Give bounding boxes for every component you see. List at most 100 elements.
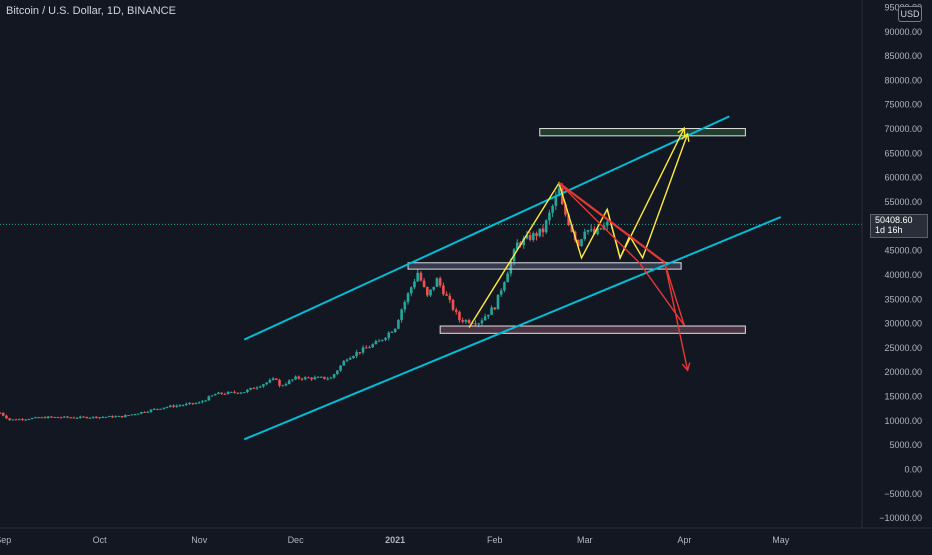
- candle-body: [307, 377, 310, 379]
- candle-body: [406, 293, 410, 302]
- y-tick-label: 80000.00: [884, 75, 922, 85]
- candle-body: [11, 419, 15, 421]
- candle-body: [233, 391, 236, 393]
- candle-body: [185, 403, 188, 406]
- bull_path_a-path: [468, 127, 685, 328]
- candle-body: [400, 309, 403, 321]
- candle-body: [374, 341, 378, 345]
- candle-body: [544, 220, 548, 233]
- symbol-title: Bitcoin / U.S. Dollar, 1D, BINANCE: [6, 5, 176, 17]
- candle-body: [191, 402, 195, 404]
- candle-body: [458, 311, 461, 321]
- candle-body: [316, 376, 320, 378]
- candle-body: [175, 405, 179, 407]
- target-zone: [539, 128, 746, 137]
- y-tick-label: 75000.00: [884, 100, 922, 110]
- candle-body: [143, 411, 146, 413]
- candle-body: [522, 238, 525, 246]
- candle-body: [329, 377, 333, 379]
- candle-body: [503, 282, 506, 291]
- support-zone: [407, 262, 682, 270]
- bull_path_b-path: [606, 133, 689, 261]
- y-tick-label: −10000.00: [879, 513, 922, 523]
- x-tick-label: Feb: [487, 535, 503, 545]
- candle-body: [258, 386, 262, 388]
- last-price-tag: 50408.60 1d 16h: [870, 214, 928, 238]
- y-tick-label: 85000.00: [884, 51, 922, 61]
- candle-body: [249, 387, 252, 390]
- candle-body: [551, 205, 554, 213]
- x-tick-label: 2021: [385, 535, 405, 545]
- candle-body: [242, 392, 246, 394]
- bear_path-path: [558, 182, 689, 371]
- candle-body: [79, 416, 82, 418]
- candle-body: [352, 356, 355, 358]
- candle-body: [445, 294, 448, 296]
- x-tick-label: May: [772, 535, 790, 545]
- candle-body: [133, 414, 137, 416]
- candle-body: [586, 230, 590, 232]
- candle-body: [538, 228, 542, 237]
- candle-body: [564, 204, 567, 215]
- candle-body: [409, 287, 413, 294]
- candle-body: [172, 405, 175, 407]
- y-tick-label: 30000.00: [884, 319, 922, 329]
- candle-body: [560, 188, 564, 205]
- y-tick-label: 90000.00: [884, 27, 922, 37]
- candle-body: [246, 389, 249, 393]
- y-tick-label: 35000.00: [884, 294, 922, 304]
- candle-body: [490, 307, 493, 315]
- candle-body: [281, 385, 285, 387]
- channel-line-upper: [243, 115, 730, 341]
- candle-body: [593, 229, 596, 235]
- candle-body: [599, 228, 603, 230]
- candle-body: [570, 225, 574, 232]
- candle-body: [506, 273, 509, 283]
- candle-body: [188, 402, 191, 404]
- candle-body: [230, 391, 233, 393]
- candle-body: [85, 416, 89, 419]
- candle-body: [117, 415, 121, 417]
- candle-body: [557, 188, 561, 197]
- downtrend-path: [558, 182, 666, 264]
- candle-body: [548, 212, 551, 221]
- candle-body: [124, 415, 127, 418]
- candle-body: [419, 272, 423, 281]
- candle-body: [21, 419, 24, 421]
- candle-body: [464, 320, 468, 322]
- y-tick-label: 40000.00: [884, 270, 922, 280]
- y-tick-label: 5000.00: [889, 440, 922, 450]
- time-axis-bg: [0, 528, 932, 550]
- candle-body: [146, 411, 150, 413]
- candle-body: [493, 307, 497, 310]
- candle-body: [525, 235, 529, 239]
- candle-body: [348, 357, 352, 360]
- candle-body: [438, 278, 442, 286]
- channel-line-lower: [243, 216, 782, 441]
- candle-body: [432, 286, 436, 290]
- candle-body: [287, 380, 291, 385]
- candle-body: [88, 417, 92, 419]
- candle-body: [422, 280, 426, 287]
- candle-body: [577, 239, 580, 247]
- candle-body: [62, 416, 66, 418]
- y-tick-label: 55000.00: [884, 197, 922, 207]
- candle-body: [435, 278, 439, 287]
- candle-body: [37, 417, 40, 419]
- candle-body: [300, 378, 304, 380]
- candle-body: [596, 228, 599, 235]
- candle-body: [364, 347, 368, 349]
- candle-body: [310, 377, 313, 380]
- candle-body: [50, 416, 53, 418]
- candle-body: [162, 407, 166, 409]
- y-tick-label: 0.00: [904, 464, 922, 474]
- currency-badge[interactable]: USD: [898, 6, 922, 22]
- candle-body: [580, 239, 583, 247]
- candle-body: [393, 328, 397, 332]
- candle-body: [120, 415, 124, 418]
- candle-body: [223, 393, 227, 395]
- candle-body: [69, 417, 72, 419]
- candle-body: [528, 235, 532, 240]
